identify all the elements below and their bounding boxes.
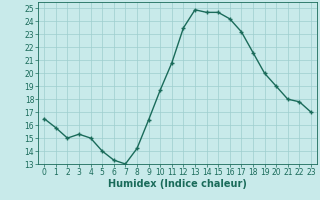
X-axis label: Humidex (Indice chaleur): Humidex (Indice chaleur) <box>108 179 247 189</box>
